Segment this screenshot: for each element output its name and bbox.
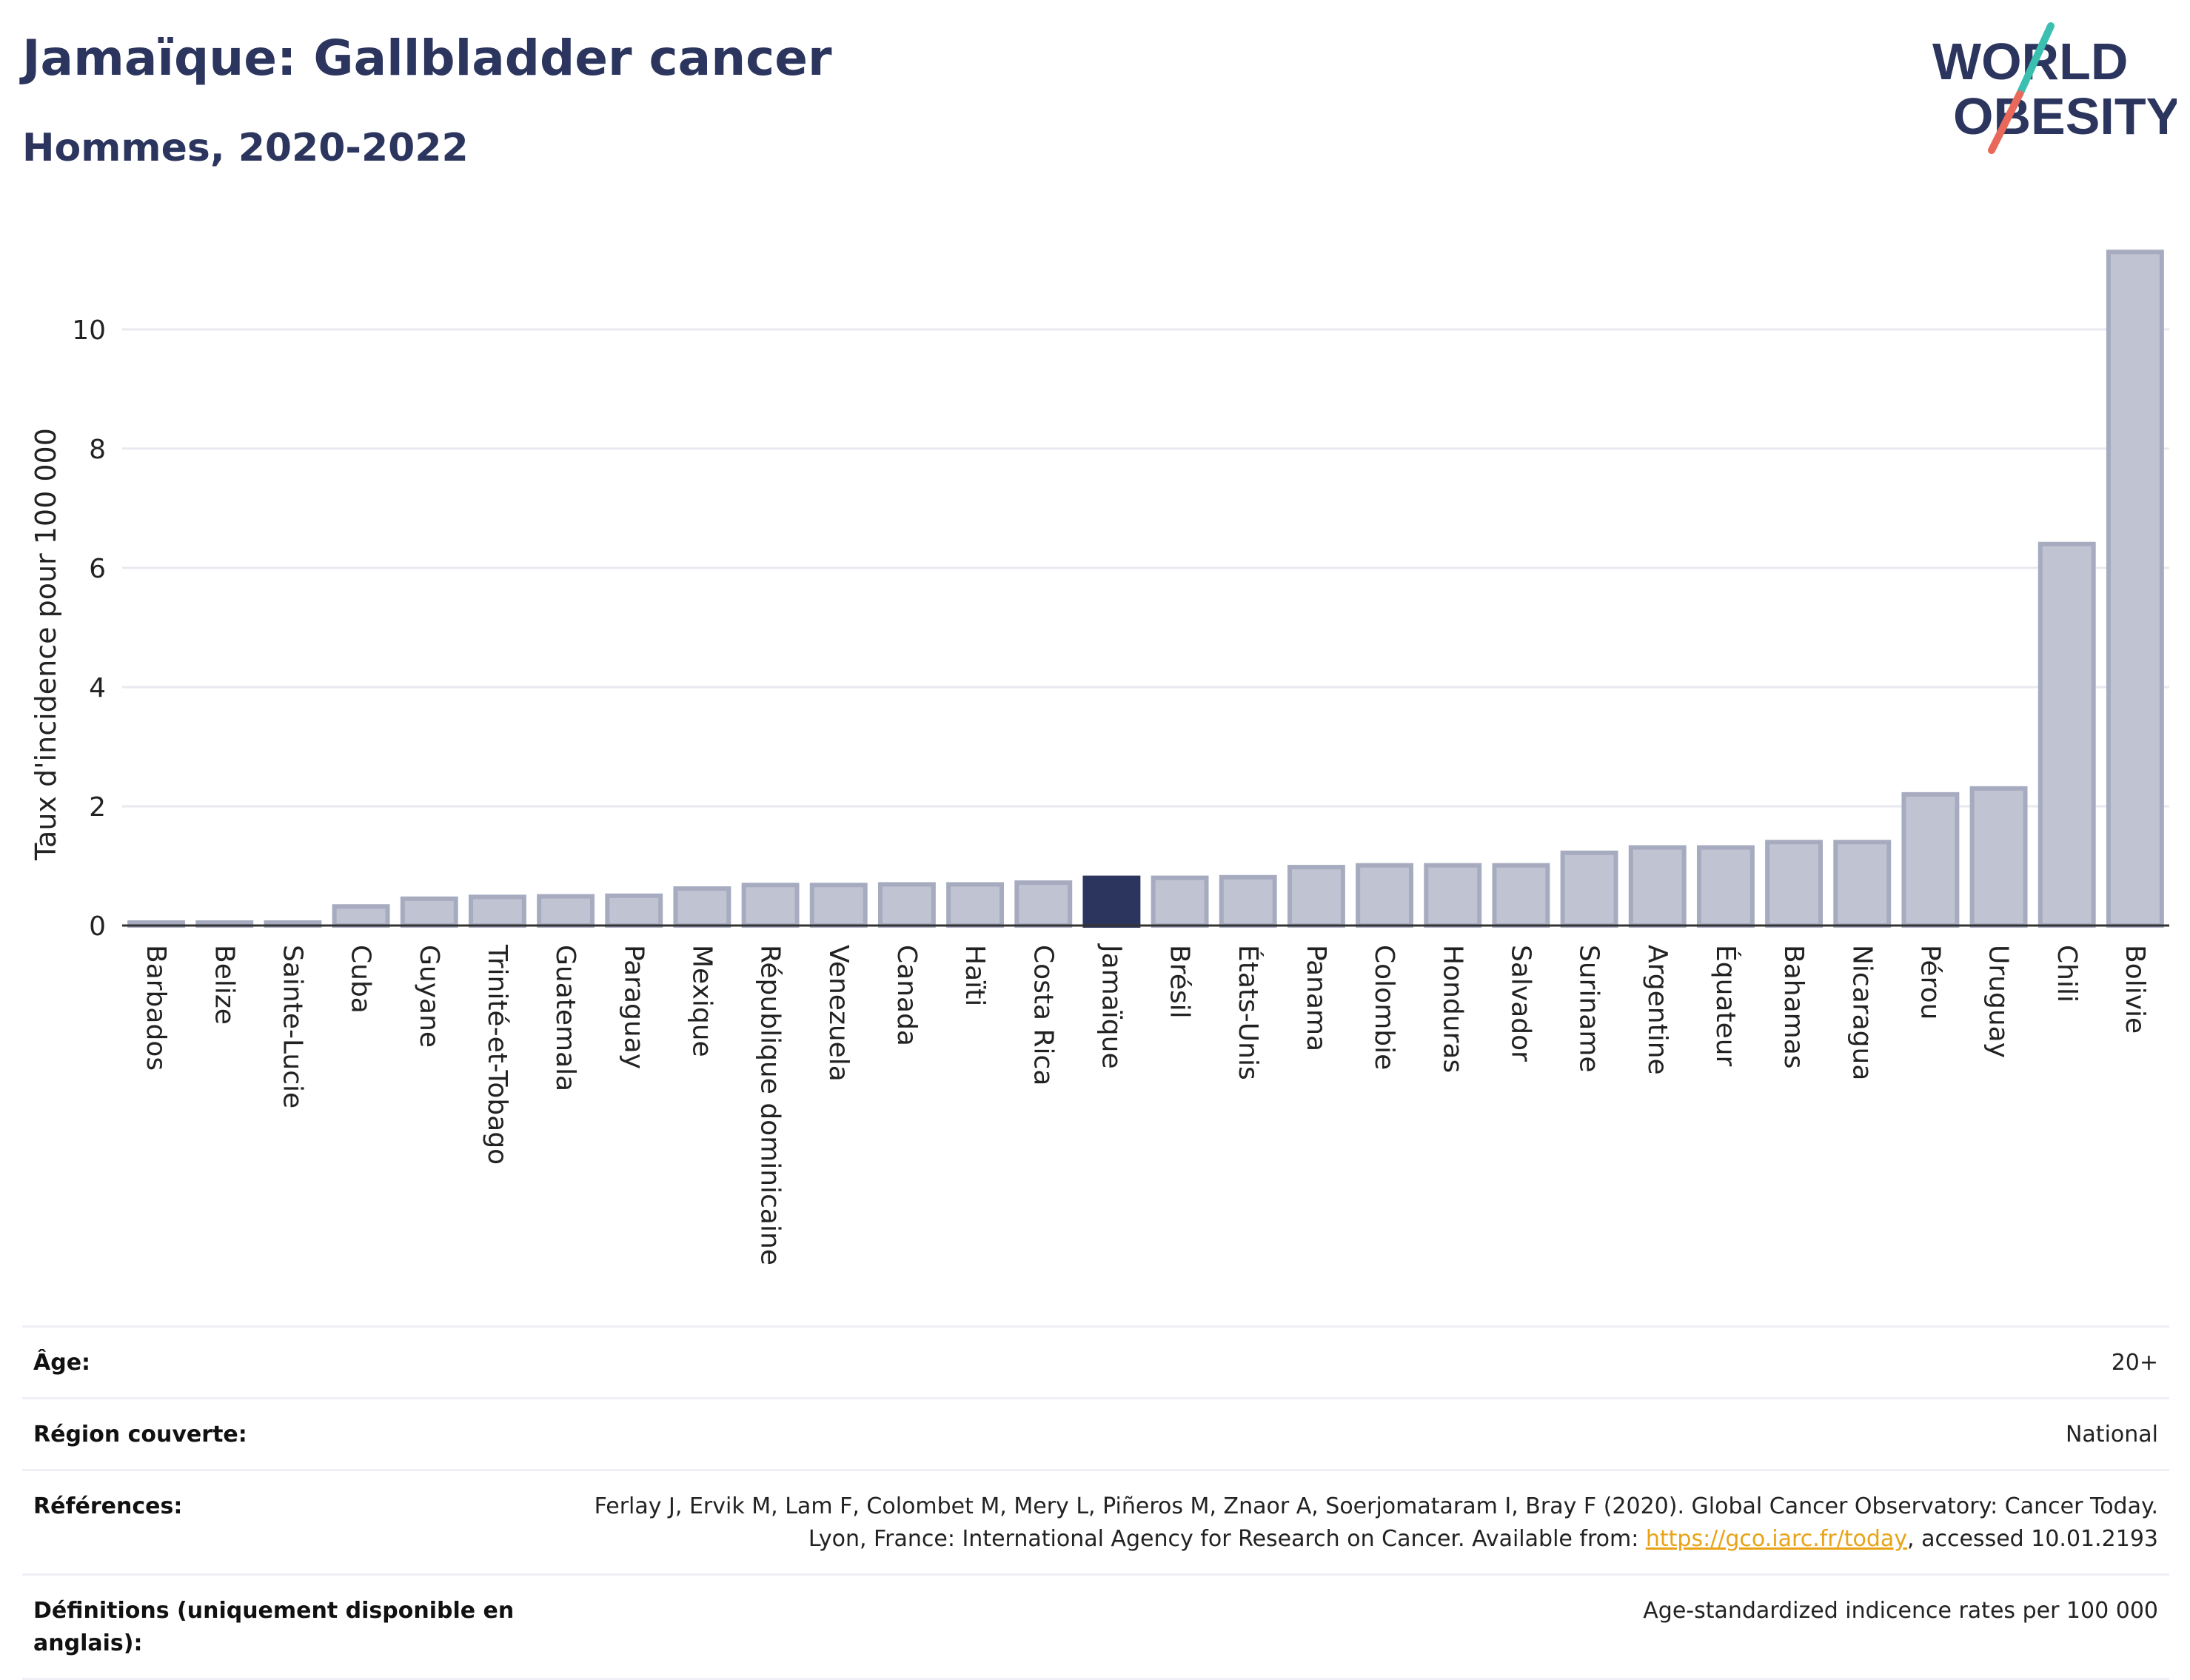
y-axis-label: Taux d'incidence pour 100 000 — [30, 428, 62, 861]
x-tick-label: Canada — [891, 945, 922, 1046]
bar — [1424, 863, 1482, 928]
x-tick-label: États-Unis — [1233, 945, 1264, 1080]
bar — [1560, 850, 1618, 928]
bar — [1833, 840, 1892, 928]
meta-references-label: Références: — [33, 1493, 183, 1519]
bar — [1151, 875, 1209, 928]
x-tick-label: Honduras — [1437, 945, 1467, 1073]
bar — [1356, 863, 1414, 928]
meta-age-label: Âge: — [33, 1350, 91, 1376]
bar — [1287, 865, 1345, 928]
x-tick-label: Costa Rica — [1028, 945, 1058, 1085]
bar — [1082, 875, 1141, 928]
meta-row-references: Références: Ferlay J, Ervik M, Lam F, Co… — [22, 1469, 2169, 1573]
bar — [877, 882, 936, 928]
references-link[interactable]: https://gco.iarc.fr/today — [1645, 1526, 1908, 1552]
bar — [1696, 845, 1755, 928]
y-tick-label: 4 — [89, 673, 106, 703]
bar — [809, 883, 868, 928]
x-tick-label: Panama — [1301, 945, 1331, 1051]
metadata-table: Âge: 20+ Région couverte: National Référ… — [22, 1325, 2169, 1680]
bar — [468, 894, 526, 928]
x-tick-label: Bahamas — [1778, 945, 1809, 1069]
meta-age-value: 20+ — [2111, 1350, 2158, 1376]
y-tick-label: 6 — [89, 554, 106, 584]
world-obesity-logo: WORLD OBESITY — [1932, 22, 2177, 154]
x-tick-label: Chili — [2052, 945, 2082, 1003]
references-text: Ferlay J, Ervik M, Lam F, Colombet M, Me… — [594, 1493, 2158, 1552]
x-tick-label: Belize — [209, 945, 239, 1025]
meta-row-definitions: Définitions (uniquement disponible en an… — [22, 1573, 2169, 1680]
chart-title: Jamaïque: Gallbladder cancer — [22, 30, 832, 87]
bar — [400, 896, 458, 928]
logo-slash-top — [2016, 22, 2055, 98]
meta-region-value: National — [2065, 1422, 2158, 1448]
bar — [2106, 250, 2164, 928]
bar — [1219, 874, 1277, 928]
bar — [2037, 541, 2096, 928]
meta-row-age: Âge: 20+ — [22, 1325, 2169, 1397]
bar — [673, 886, 731, 928]
x-tick-label: Suriname — [1574, 945, 1604, 1073]
x-tick-label: Mexique — [686, 945, 717, 1057]
x-tick-label: Venezuela — [823, 945, 854, 1082]
logo-line-2: OBESITY — [1953, 87, 2177, 145]
y-tick-label: 8 — [89, 435, 106, 465]
y-tick-label: 0 — [89, 911, 106, 942]
bar — [1014, 880, 1073, 928]
x-tick-label: Salvador — [1505, 945, 1536, 1062]
x-tick-label: Cuba — [346, 945, 376, 1014]
x-tick-label: Haïti — [960, 945, 990, 1006]
bar — [1765, 840, 1824, 928]
x-tick-label: Guyane — [414, 945, 444, 1048]
bar — [1628, 845, 1687, 928]
x-tick-label: Pérou — [1915, 945, 1945, 1020]
bar — [605, 893, 663, 928]
x-tick-label: République dominicaine — [755, 945, 786, 1265]
x-tick-label: Équateur — [1710, 945, 1741, 1067]
x-tick-label: Nicaragua — [1846, 945, 1877, 1080]
x-tick-label: Brésil — [1165, 945, 1195, 1019]
bar — [1969, 786, 2028, 928]
meta-definitions-label: Définitions (uniquement disponible en an… — [33, 1598, 515, 1656]
x-tick-label: Barbados — [141, 945, 171, 1071]
x-tick-label: Jamaïque — [1096, 943, 1126, 1069]
x-tick-label: Paraguay — [618, 945, 649, 1069]
chart-subtitle: Hommes, 2020-2022 — [22, 126, 469, 170]
bars — [122, 250, 2169, 928]
meta-definitions-value: Age-standardized indicence rates per 100… — [1643, 1598, 2158, 1624]
x-tick-label: Guatemala — [550, 945, 580, 1091]
y-tick-labels: 0 2 4 6 8 10 — [72, 315, 106, 942]
bar — [332, 904, 390, 928]
bar — [1492, 863, 1550, 928]
x-tick-label: Colombie — [1369, 945, 1399, 1070]
x-tick-label: Trinité-et-Tobago — [482, 944, 512, 1165]
meta-references-value: Ferlay J, Ervik M, Lam F, Colombet M, Me… — [566, 1490, 2158, 1556]
bar — [1901, 792, 1960, 928]
logo-slash-bottom — [1988, 90, 2023, 154]
grid-lines — [122, 328, 2169, 808]
bar — [741, 883, 800, 928]
references-accessed: , accessed 10.01.2193 — [1907, 1526, 2158, 1552]
logo-line-1: WORLD — [1932, 33, 2128, 90]
bar-chart: Barbados Belize Sainte-Lucie Cuba Guyane Trin… — [30, 250, 2169, 1265]
x-tick-labels: Barbados Belize Sainte-Lucie Cuba Guyane Trin… — [141, 943, 2150, 1265]
bar — [946, 882, 1005, 928]
meta-row-region: Région couverte: National — [22, 1397, 2169, 1469]
meta-region-label: Région couverte: — [33, 1422, 247, 1448]
y-tick-label: 2 — [89, 792, 106, 823]
x-tick-label: Uruguay — [1983, 945, 2014, 1058]
y-tick-label: 10 — [72, 315, 106, 346]
x-tick-label: Bolivie — [2120, 945, 2150, 1034]
x-tick-label: Argentine — [1642, 945, 1672, 1075]
bar — [537, 894, 595, 928]
x-tick-label: Sainte-Lucie — [277, 945, 307, 1108]
